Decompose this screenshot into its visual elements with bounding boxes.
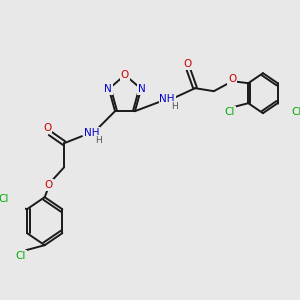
Text: NH: NH: [159, 94, 175, 104]
Text: N: N: [104, 84, 112, 94]
Text: Cl: Cl: [16, 251, 26, 261]
Text: Cl: Cl: [0, 194, 8, 204]
Text: H: H: [171, 102, 178, 111]
Text: O: O: [121, 70, 129, 80]
Text: Cl: Cl: [224, 107, 235, 117]
Text: H: H: [96, 136, 102, 145]
Text: O: O: [228, 74, 237, 84]
Text: O: O: [45, 180, 53, 190]
Text: N: N: [138, 84, 146, 94]
Text: O: O: [183, 59, 192, 69]
Text: NH: NH: [83, 128, 99, 138]
Text: Cl: Cl: [291, 107, 300, 117]
Text: O: O: [43, 123, 51, 133]
